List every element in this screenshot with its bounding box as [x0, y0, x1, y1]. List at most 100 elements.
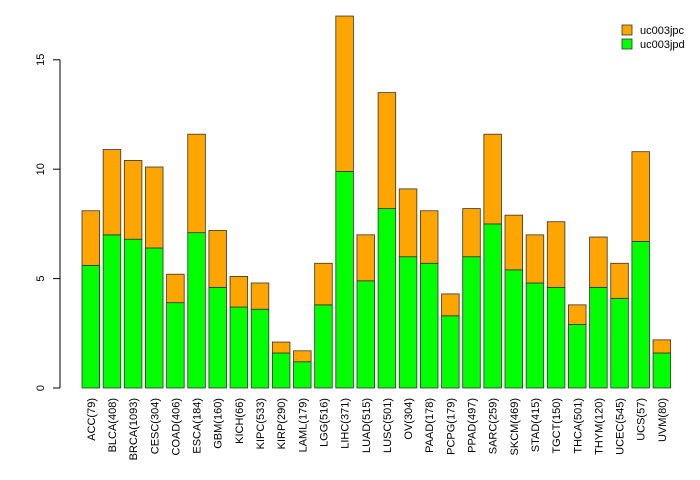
legend-label-uc003jpd: uc003jpd	[640, 39, 685, 51]
bar-group	[208, 230, 227, 389]
y-tick-label: 15	[35, 54, 47, 66]
bar-group	[250, 282, 270, 389]
bar-uc003jpc	[81, 210, 101, 266]
bar-group	[335, 15, 354, 389]
x-tick-label: KIPC(533)	[255, 398, 267, 449]
bar-uc003jpd	[250, 308, 270, 389]
bar-uc003jpd	[525, 282, 545, 389]
bar-uc003jpd	[187, 232, 206, 389]
bar-uc003jpd	[631, 241, 650, 389]
x-tick-label: LAML(179)	[297, 398, 309, 452]
x-tick-label: PPAD(497)	[467, 398, 479, 453]
y-tick-label: 10	[35, 163, 47, 175]
bar-group	[187, 133, 206, 389]
bar-group	[525, 234, 545, 389]
bar-uc003jpc	[145, 166, 164, 249]
bar-group	[271, 341, 291, 389]
bar-group	[462, 208, 481, 389]
bar-group	[123, 160, 143, 389]
bar-group	[652, 339, 672, 389]
x-tick-label: CESC(304)	[149, 398, 161, 454]
x-tick-label: LUAD(515)	[361, 398, 373, 453]
x-tick-label: PCPG(179)	[445, 398, 457, 455]
bar-uc003jpd	[441, 315, 460, 389]
legend-swatch-uc003jpc	[621, 24, 633, 36]
bar-uc003jpc	[229, 276, 249, 308]
bar-group	[81, 210, 101, 389]
bar-uc003jpc	[441, 293, 460, 317]
bar-uc003jpc	[208, 230, 227, 288]
bars	[81, 15, 672, 389]
bar-uc003jpc	[398, 188, 418, 258]
bar-group	[483, 133, 502, 389]
x-tick-label: LIHC(371)	[340, 398, 352, 449]
x-tick-label: OV(304)	[403, 398, 415, 440]
bar-uc003jpc	[631, 151, 650, 242]
x-tick-label: ACC(79)	[86, 398, 98, 441]
x-tick-label: PAAD(178)	[424, 398, 436, 453]
bar-group	[610, 262, 629, 389]
bar-uc003jpd	[652, 352, 672, 389]
bar-uc003jpc	[652, 339, 672, 354]
x-tick-label: SKCM(469)	[509, 398, 521, 455]
bar-uc003jpd	[81, 265, 101, 389]
bar-uc003jpd	[145, 247, 164, 389]
bar-group	[229, 276, 249, 389]
bar-uc003jpd	[610, 297, 629, 389]
x-tick-label: STAD(415)	[530, 398, 542, 452]
y-axis: 0 5 10 15	[35, 54, 61, 391]
bar-group	[356, 234, 375, 389]
x-tick-label: LUSC(501)	[382, 398, 394, 453]
bar-uc003jpd	[398, 256, 418, 389]
bar-uc003jpc	[335, 15, 354, 172]
bar-uc003jpd	[335, 170, 354, 389]
bar-uc003jpd	[568, 324, 587, 389]
y-tick-label: 5	[35, 276, 47, 282]
bar-group	[166, 273, 185, 389]
bar-uc003jpd	[377, 208, 397, 389]
bar-group	[589, 236, 608, 389]
x-axis-labels: ACC(79) BLCA(408) BRCA(1093) CESC(304) COAD(…	[86, 398, 669, 460]
bar-group	[377, 92, 397, 389]
bar-uc003jpc	[419, 210, 439, 264]
bar-uc003jpd	[102, 234, 122, 389]
x-tick-label: UVM(80)	[657, 398, 669, 442]
x-tick-label: THYM(120)	[593, 398, 605, 455]
bar-group	[631, 151, 650, 389]
bar-uc003jpd	[462, 256, 481, 389]
bar-uc003jpc	[271, 341, 291, 354]
bar-uc003jpc	[314, 262, 333, 306]
x-tick-label: BLCA(408)	[107, 398, 119, 452]
bar-uc003jpc	[377, 92, 397, 209]
bar-uc003jpd	[166, 302, 185, 389]
bar-uc003jpd	[483, 223, 502, 389]
x-tick-label: KICH(66)	[234, 398, 246, 444]
bar-uc003jpd	[314, 304, 333, 389]
bar-uc003jpd	[589, 286, 608, 389]
bar-uc003jpc	[525, 234, 545, 284]
legend-swatch-uc003jpd	[621, 38, 633, 50]
x-tick-label: BRCA(1093)	[128, 398, 140, 460]
bar-uc003jpd	[504, 269, 524, 389]
bar-uc003jpd	[123, 238, 143, 389]
bar-group	[314, 262, 333, 389]
bar-uc003jpc	[293, 350, 312, 363]
legend-label-uc003jpc: uc003jpc	[640, 25, 685, 37]
bar-uc003jpc	[483, 133, 502, 225]
bar-uc003jpd	[419, 262, 439, 389]
x-tick-label: COAD(406)	[170, 398, 182, 455]
x-tick-label: KIRP(290)	[276, 398, 288, 449]
bar-uc003jpc	[546, 221, 566, 288]
bar-uc003jpc	[250, 282, 270, 310]
bar-group	[145, 166, 164, 389]
bar-uc003jpc	[462, 208, 481, 258]
x-tick-label: ESCA(184)	[192, 398, 204, 454]
bar-uc003jpc	[568, 304, 587, 325]
x-tick-label: SARC(259)	[488, 398, 500, 454]
x-tick-label: GBM(160)	[213, 398, 225, 449]
bar-uc003jpd	[546, 286, 566, 389]
bar-uc003jpd	[293, 361, 312, 389]
x-tick-label: LGG(516)	[318, 398, 330, 447]
x-tick-label: UCEC(545)	[615, 398, 627, 455]
